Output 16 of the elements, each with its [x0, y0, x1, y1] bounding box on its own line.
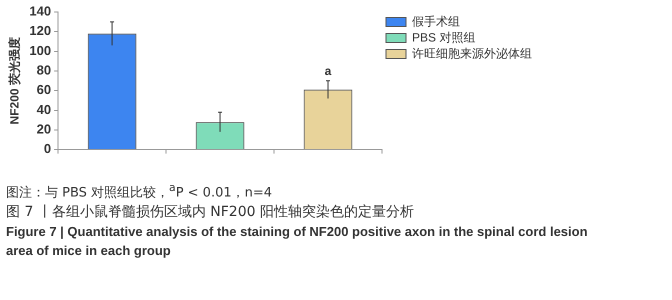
data-label: a [324, 64, 332, 78]
y-tick-label: 0 [44, 141, 52, 156]
legend-label: 假手术组 [412, 14, 460, 28]
legend-label: 许旺细胞来源外泌体组 [412, 46, 532, 60]
text: 图 7 丨各组小鼠脊髓损伤区域内 NF200 阳性轴突染色的定量分析 [6, 203, 415, 222]
y-axis-title: NF200 荧光强度 [8, 37, 22, 124]
y-tick-label: 80 [36, 62, 52, 78]
y-tick-label: 120 [29, 23, 52, 38]
text: 图注：与 PBS 对照组比较，$^{a}$P < 0.01，n=4 [6, 180, 274, 202]
y-tick-label: 40 [36, 102, 52, 117]
y-tick-label: 20 [36, 122, 52, 137]
legend-label: PBS 对照组 [412, 30, 476, 44]
y-tick-label: 140 [29, 4, 52, 19]
y-tick-label: 100 [29, 42, 52, 58]
y-tick-label: 60 [36, 82, 52, 98]
text: Figure 7 | Quantitative analysis of the staining of NF200 positive axon in the spinal cord lesion area of mice in each group [6, 223, 589, 260]
